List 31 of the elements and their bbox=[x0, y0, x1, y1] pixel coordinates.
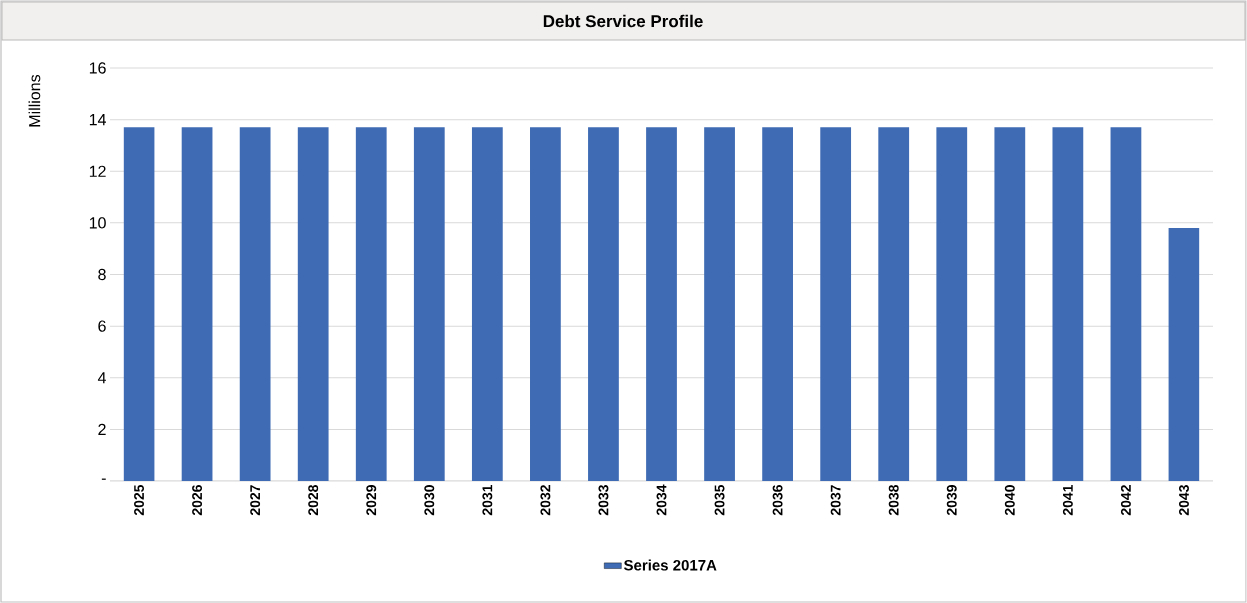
x-tick-label: 2028 bbox=[308, 484, 319, 516]
x-tick-label: 2038 bbox=[888, 484, 899, 516]
x-tick-label: 2025 bbox=[134, 484, 144, 516]
x-tick-label: 2035 bbox=[714, 484, 725, 516]
y-axis-title: Millions bbox=[28, 74, 41, 127]
x-tick-label: 2037 bbox=[830, 485, 841, 516]
y-tick-label: 12 bbox=[89, 165, 106, 177]
x-tick-label: 2030 bbox=[424, 485, 435, 516]
x-tick-label: 2029 bbox=[366, 485, 377, 516]
y-tick-label: 4 bbox=[97, 372, 106, 384]
x-tick-label: 2033 bbox=[598, 485, 609, 516]
x-tick-label: 2042 bbox=[1120, 485, 1131, 516]
y-tick-label: 8 bbox=[98, 268, 106, 281]
y-tick-label: 16 bbox=[89, 62, 106, 74]
y-tick-label: 2 bbox=[98, 423, 106, 435]
legend-label: Series 2017A bbox=[623, 559, 717, 571]
x-tick-label: 2040 bbox=[1004, 485, 1015, 516]
x-tick-label: 2026 bbox=[192, 485, 203, 516]
x-tick-label: 2027 bbox=[250, 485, 261, 516]
y-tick-label: 10 bbox=[89, 217, 106, 229]
chart-title: Debt Service Profile bbox=[543, 14, 703, 28]
x-tick-label: 2034 bbox=[656, 484, 667, 516]
x-tick-label: 2036 bbox=[772, 485, 783, 516]
y-tick-label: 6 bbox=[98, 320, 106, 332]
x-tick-label: 2032 bbox=[540, 485, 551, 516]
x-tick-label: 2031 bbox=[482, 484, 493, 516]
y-tick-label: - bbox=[101, 478, 106, 480]
x-tick-label: 2039 bbox=[946, 485, 957, 516]
x-tick-label: 2043 bbox=[1179, 485, 1189, 516]
y-tick-label: 14 bbox=[89, 114, 106, 126]
x-tick-label: 2041 bbox=[1062, 484, 1073, 516]
